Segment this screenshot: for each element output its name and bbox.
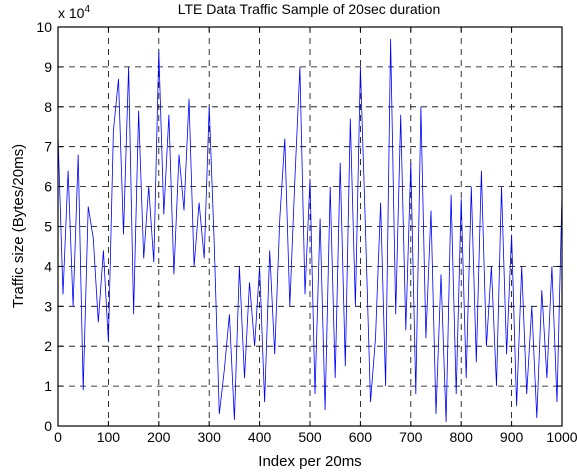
x-tick-label: 700 xyxy=(399,429,423,445)
y-tick-label: 6 xyxy=(44,179,52,195)
traffic-series-line xyxy=(57,38,563,423)
x-tick-label: 200 xyxy=(147,429,171,445)
y-multiplier-label: x 104 xyxy=(58,4,90,21)
x-axis-label: Index per 20ms xyxy=(258,453,361,470)
x-tick-label: 500 xyxy=(298,429,322,445)
x-tick-label: 0 xyxy=(54,429,62,445)
y-tick-label: 2 xyxy=(44,338,52,354)
y-tick-label: 8 xyxy=(44,99,52,115)
x-tick-label: 100 xyxy=(97,429,121,445)
data-series xyxy=(57,38,563,423)
y-tick-label: 0 xyxy=(44,418,52,434)
y-tick-label: 5 xyxy=(44,219,52,235)
x-tick-label: 400 xyxy=(248,429,272,445)
y-tick-label: 3 xyxy=(44,298,52,314)
x-tick-label: 800 xyxy=(450,429,474,445)
x-tick-label: 600 xyxy=(349,429,373,445)
x-tick-label: 300 xyxy=(198,429,222,445)
y-tick-label: 10 xyxy=(36,19,52,35)
y-axis-label: Traffic size (Bytes/20ms) xyxy=(10,144,27,308)
y-tick-label: 1 xyxy=(44,378,52,394)
grid-lines xyxy=(58,27,562,426)
y-tick-label: 4 xyxy=(44,258,52,274)
y-multiplier-exponent: 4 xyxy=(84,4,90,15)
x-tick-label: 900 xyxy=(500,429,524,445)
axis-ticks: 0 100 200 300 400 500 600 700 800 900 1000 0 1 2 3 4 5 6 7… xyxy=(36,19,577,445)
y-tick-label: 7 xyxy=(44,139,52,155)
x-tick-label: 1000 xyxy=(546,429,577,445)
chart-title: LTE Data Traffic Sample of 20sec duratio… xyxy=(178,1,441,17)
y-tick-label: 9 xyxy=(44,59,52,75)
